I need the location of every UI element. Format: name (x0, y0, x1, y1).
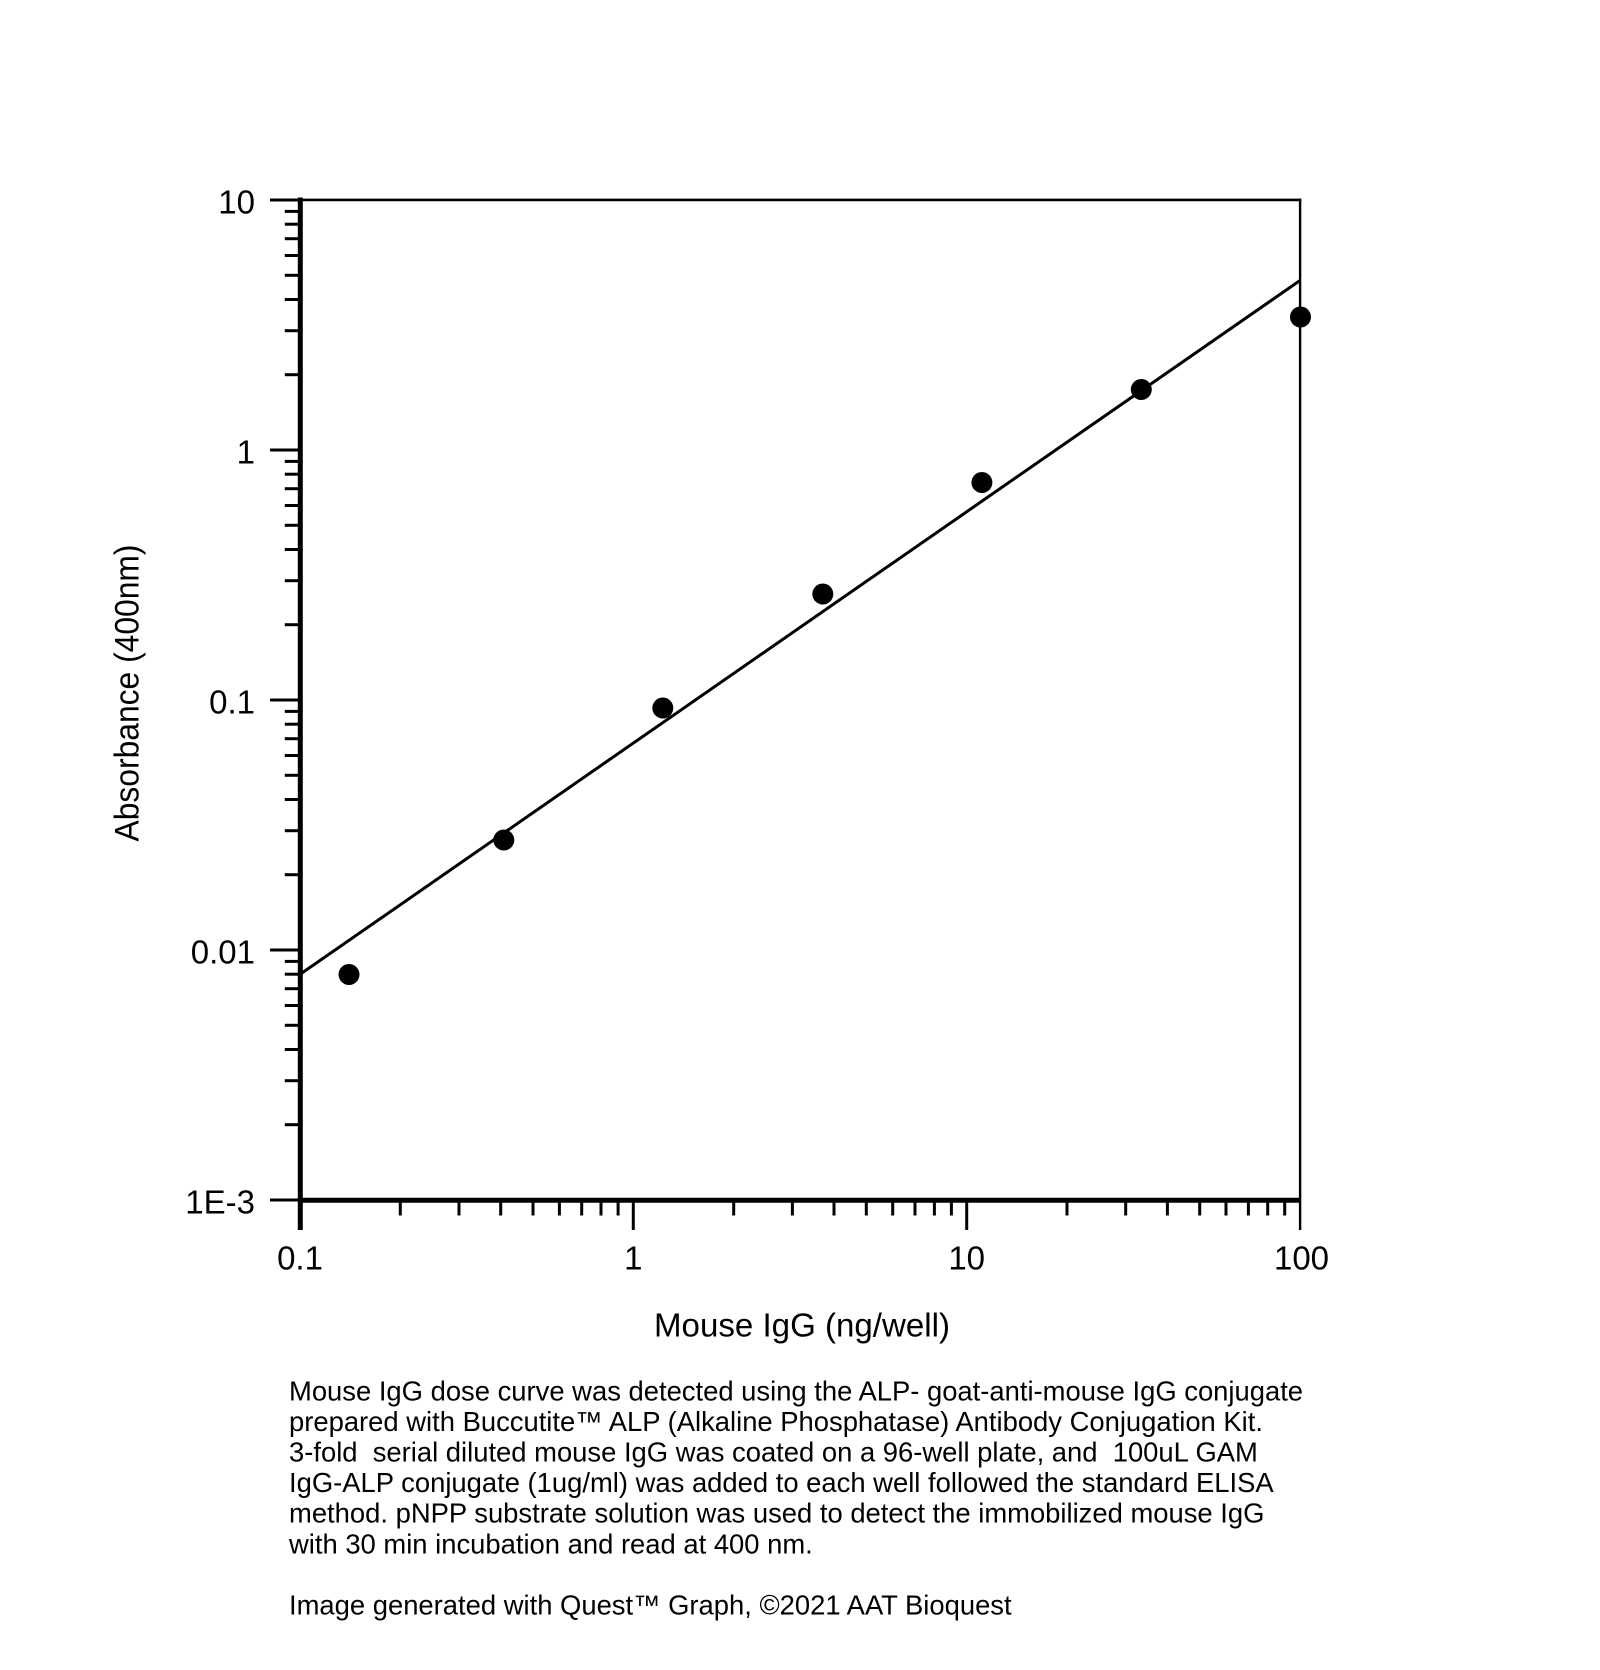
svg-text:10: 10 (218, 184, 255, 221)
svg-text:IgG-ALP conjugate (1ug/ml) was: IgG-ALP conjugate (1ug/ml) was added to … (289, 1467, 1274, 1498)
svg-text:Mouse IgG (ng/well): Mouse IgG (ng/well) (654, 1307, 950, 1344)
svg-text:10: 10 (948, 1239, 985, 1276)
svg-text:0.01: 0.01 (191, 934, 255, 971)
svg-text:1: 1 (624, 1239, 642, 1276)
svg-text:1E-3: 1E-3 (185, 1184, 255, 1221)
svg-text:prepared with Buccutite™ ALP (: prepared with Buccutite™ ALP (Alkaline P… (289, 1406, 1263, 1437)
svg-text:0.1: 0.1 (277, 1239, 323, 1276)
svg-text:with 30 min incubation and rea: with 30 min incubation and read at 400 n… (288, 1528, 813, 1559)
svg-text:3-fold serial diluted mouse I: 3-fold serial diluted mouse IgG was coat… (289, 1437, 1258, 1468)
svg-text:Image generated with Quest™ Gr: Image generated with Quest™ Graph, ©2021… (289, 1590, 1012, 1621)
svg-text:method. pNPP substrate solutio: method. pNPP substrate solution was used… (289, 1498, 1264, 1529)
svg-text:0.1: 0.1 (209, 684, 255, 721)
svg-text:100: 100 (1274, 1239, 1329, 1276)
svg-text:Absorbance (400nm): Absorbance (400nm) (109, 545, 147, 842)
svg-text:1: 1 (237, 434, 255, 471)
svg-text:Mouse IgG dose curve was detec: Mouse IgG dose curve was detected using … (289, 1375, 1303, 1406)
